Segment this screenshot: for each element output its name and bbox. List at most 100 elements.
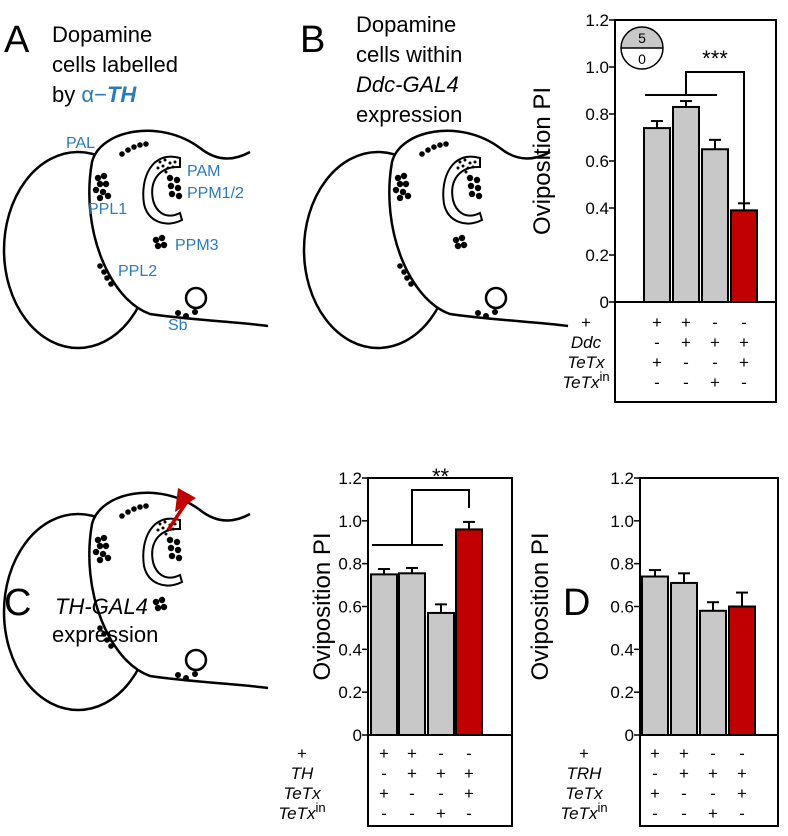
y-tick-label: 0: [600, 293, 609, 312]
genotype-label: Ddc: [571, 333, 602, 352]
y-axis-label: Oviposition PI: [529, 87, 556, 235]
genotype-name: Ddc: [571, 333, 602, 352]
brain-diagram: [2, 129, 270, 350]
genotype-mark: -: [739, 804, 745, 823]
genotype-mark: +: [464, 764, 474, 783]
bar: [670, 581, 698, 736]
panel-letter: B: [300, 19, 325, 61]
genotype-mark: +: [710, 333, 720, 352]
genotype-mark: -: [654, 333, 660, 352]
genotype-mark: +: [379, 744, 389, 763]
genotype-mark: -: [466, 804, 472, 823]
genotype-label: TeTx: [283, 784, 321, 803]
genotype-label: TeTx: [567, 353, 605, 372]
genotype-mark: +: [679, 764, 689, 783]
bar: [699, 609, 727, 736]
genotype-name: TH: [291, 764, 314, 783]
genotype-label: TeTxin: [562, 369, 609, 393]
genotype-mark: +: [737, 764, 747, 783]
genotype-mark: -: [652, 804, 658, 823]
genotype-label: TeTxin: [560, 800, 607, 824]
y-tick-label: 0.6: [610, 598, 634, 617]
genotype-sup: in: [316, 800, 326, 815]
genotype-mark: +: [737, 784, 747, 803]
genotype-mark: +: [379, 784, 389, 803]
genotype-name: TeTx: [567, 353, 605, 372]
panel-title: Dopamine: [52, 22, 152, 47]
y-tick-label: 0: [353, 726, 362, 745]
bar: [641, 575, 669, 736]
title-part: by: [52, 82, 75, 107]
panel-title: by α−TH: [52, 82, 137, 107]
genotype-mark: -: [381, 764, 387, 783]
title-part: α−: [81, 82, 107, 107]
y-tick-label: 1.2: [338, 469, 362, 488]
genotype-label: TeTx: [565, 784, 603, 803]
genotype-mark: -: [710, 784, 716, 803]
genotype-mark: +: [739, 333, 749, 352]
genotype-name: TeTx: [560, 804, 598, 823]
y-tick-label: 0.4: [338, 640, 362, 659]
genotype-mark: +: [652, 353, 662, 372]
y-tick-label: 0.6: [585, 152, 609, 171]
genotype-mark: +: [650, 744, 660, 763]
genotype-mark: -: [739, 744, 745, 763]
region-label: PAL: [66, 135, 95, 152]
panel-title: cells within: [356, 42, 462, 67]
genotype-mark: -: [466, 744, 472, 763]
y-tick-label: 0.4: [585, 199, 609, 218]
genotype-mark: -: [681, 804, 687, 823]
y-axis-label: Oviposition PI: [309, 532, 336, 680]
region-label: PAM: [187, 163, 220, 180]
y-tick-label: 1.0: [585, 58, 609, 77]
bar: [398, 572, 426, 736]
y-tick-label: 0.8: [610, 555, 634, 574]
bar: [427, 611, 455, 736]
y-axis-label: Oviposition PI: [527, 532, 554, 680]
genotype-mark: +: [650, 784, 660, 803]
y-tick-label: 0: [625, 726, 634, 745]
genotype-mark: +: [464, 784, 474, 803]
genotype-mark: -: [710, 744, 716, 763]
panel-letter: A: [4, 19, 30, 61]
bar: [730, 209, 758, 304]
genotype-label: TH: [291, 764, 314, 783]
region-label: PPM3: [175, 237, 219, 254]
y-tick-label: 0.2: [610, 683, 634, 702]
genotype-mark: +: [407, 744, 417, 763]
genotype-label: TeTxin: [278, 800, 325, 824]
genotype-mark: -: [712, 353, 718, 372]
panel-letter: D: [563, 582, 590, 624]
panel-title: TH-GAL4: [55, 594, 148, 619]
genotype-label: +: [581, 313, 591, 332]
y-tick-label: 1.2: [610, 469, 634, 488]
genotype-mark: +: [652, 313, 662, 332]
genotype-mark: -: [652, 764, 658, 783]
genotype-name: +: [579, 744, 589, 763]
genotype-mark: -: [381, 804, 387, 823]
bar: [643, 127, 671, 303]
genotype-mark: -: [409, 784, 415, 803]
genotype-name: +: [581, 313, 591, 332]
genotype-mark: +: [739, 353, 749, 372]
genotype-mark: +: [407, 764, 417, 783]
genotype-mark: -: [683, 373, 689, 392]
significance-label: ***: [702, 46, 728, 71]
genotype-frame: [614, 301, 777, 403]
y-tick-label: 0.4: [610, 640, 634, 659]
significance-bracket: [645, 71, 745, 210]
region-label: PPL1: [88, 201, 127, 218]
genotype-label: +: [297, 744, 307, 763]
genotype-name: +: [297, 744, 307, 763]
y-tick-label: 1.0: [610, 512, 634, 531]
inset-top: [621, 27, 663, 48]
bar: [701, 148, 729, 303]
genotype-mark: -: [712, 313, 718, 332]
genotype-sup: in: [598, 800, 608, 815]
genotype-sup: in: [600, 369, 610, 384]
title-part: TH: [107, 82, 137, 107]
bar: [672, 105, 700, 303]
y-tick-label: 0.6: [338, 598, 362, 617]
genotype-mark: -: [681, 784, 687, 803]
